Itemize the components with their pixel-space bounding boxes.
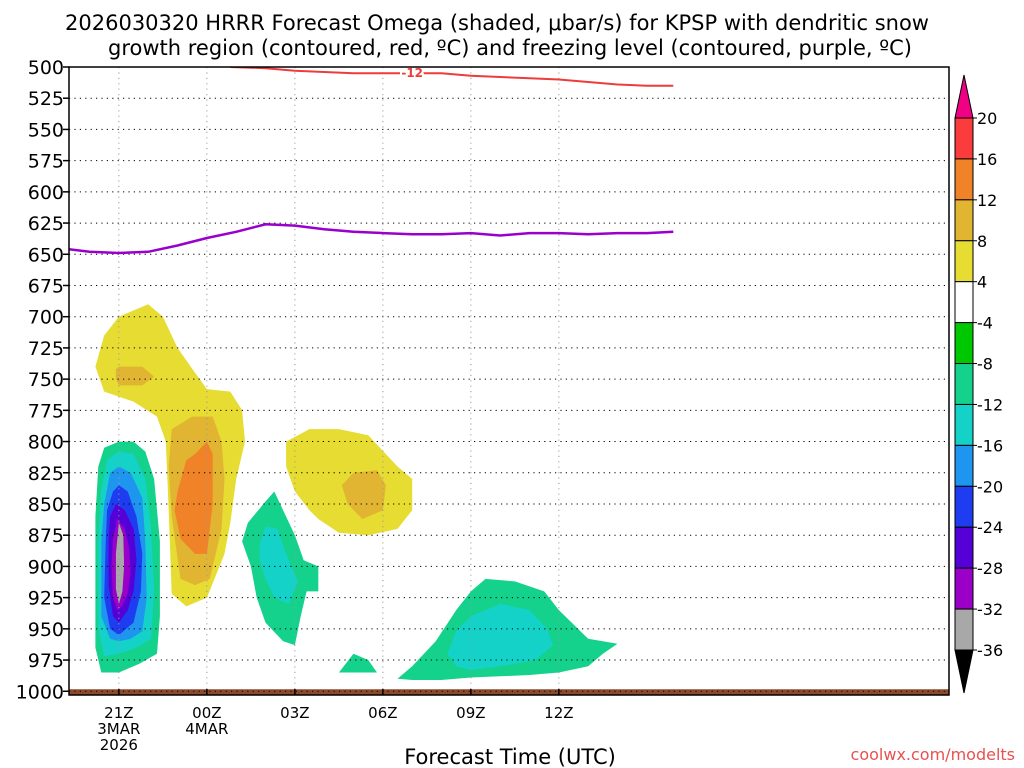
omega-region-green-bottom-small xyxy=(338,653,377,673)
y-tick-label-800: 800 xyxy=(28,432,64,454)
colorbar-box-10 xyxy=(954,526,974,569)
colorbar-label--20: -20 xyxy=(977,477,1003,496)
y-tick-label-675: 675 xyxy=(28,275,64,297)
omega-region-orange-left-small xyxy=(115,366,155,386)
colorbar-label--24: -24 xyxy=(977,518,1003,537)
omega-region-teal-middle xyxy=(259,526,298,604)
x-axis-label: Forecast Time (UTC) xyxy=(404,745,616,768)
y-tick-label-900: 900 xyxy=(28,556,64,578)
plot-frame xyxy=(68,66,950,696)
y-tick-label-500: 500 xyxy=(28,57,64,79)
y-tick-label-625: 625 xyxy=(28,213,64,235)
colorbar-label--32: -32 xyxy=(977,600,1003,619)
x-tick-label-0-2: 2026 xyxy=(100,736,138,754)
contour-lines xyxy=(69,67,674,255)
y-tick-label-750: 750 xyxy=(28,369,64,391)
colorbar-box-1 xyxy=(954,158,974,201)
colorbar-label-16: 16 xyxy=(977,150,997,169)
colorbar-label--12: -12 xyxy=(977,395,1003,414)
x-tick-label-3-1: 4MAR xyxy=(185,720,228,738)
colorbar: 20 16 12 8 4 -4 -8 -12 -16 -20 -24 -28 -32 -36 xyxy=(954,74,1003,694)
chart-title-line1: 2026030320 HRRR Forecast Omega (shaded, … xyxy=(65,11,929,35)
colorbar-box-8 xyxy=(954,444,974,487)
dgz-contour-line xyxy=(230,67,674,87)
x-tick-label-0-0: 21Z xyxy=(104,704,133,722)
y-tick-label-950: 950 xyxy=(28,619,64,641)
y-axis-ticks: 500 525 550 575 600 625 650 675 700 725 750 775 800 8… xyxy=(16,57,69,703)
colorbar-label--8: -8 xyxy=(977,355,993,374)
colorbar-box-6 xyxy=(954,363,974,405)
chart-title-line2: growth region (contoured, red, ºC) and f… xyxy=(108,36,912,60)
colorbar-label--16: -16 xyxy=(977,436,1003,455)
y-tick-label-575: 575 xyxy=(28,151,64,173)
y-tick-label-925: 925 xyxy=(28,588,64,610)
x-tick-label-6-0: 03Z xyxy=(280,704,309,722)
omega-region-red-left xyxy=(174,441,213,554)
colorbar-label-4: 4 xyxy=(977,273,987,292)
omega-region-teal-bottom-right xyxy=(447,603,553,670)
omega-region-yellow-main xyxy=(77,67,674,636)
omega-region-gray-left xyxy=(115,522,125,604)
omega-shading xyxy=(77,67,674,680)
colorbar-bottom-arrow xyxy=(954,649,974,694)
colorbar-box-5 xyxy=(954,322,974,365)
colorbar-box-3 xyxy=(954,240,974,283)
colorbar-label-12: 12 xyxy=(977,191,997,210)
y-tick-label-1000: 1000 xyxy=(16,681,64,703)
y-tick-label-850: 850 xyxy=(28,494,64,516)
colorbar-box-11 xyxy=(954,567,974,610)
y-tick-label-525: 525 xyxy=(28,88,64,110)
y-tick-label-775: 775 xyxy=(28,400,64,422)
watermark: coolwx.com/modelts xyxy=(851,745,1015,764)
ground-layer xyxy=(69,689,949,695)
colorbar-box-2 xyxy=(954,199,974,242)
x-tick-label-0-1: 3MAR xyxy=(97,720,140,738)
x-tick-label-12-0: 09Z xyxy=(456,704,485,722)
y-tick-label-875: 875 xyxy=(28,525,64,547)
colorbar-box-4 xyxy=(954,281,974,324)
dgz-contour-label: -12 xyxy=(401,66,423,80)
colorbar-label--28: -28 xyxy=(977,559,1003,578)
y-tick-label-600: 600 xyxy=(28,182,64,204)
x-tick-label-15-0: 12Z xyxy=(544,704,573,722)
y-tick-label-550: 550 xyxy=(28,119,64,141)
omega-region-orange-middle xyxy=(341,470,386,519)
colorbar-box-9 xyxy=(954,485,974,528)
colorbar-box-12 xyxy=(954,608,974,651)
ground-strip xyxy=(69,689,949,695)
colorbar-label--4: -4 xyxy=(977,314,993,333)
freezing-level-line xyxy=(69,223,674,255)
omega-region-yellow-upper-right xyxy=(412,67,674,355)
y-tick-label-650: 650 xyxy=(28,244,64,266)
colorbar-label--36: -36 xyxy=(977,641,1003,660)
x-tick-label-3-0: 00Z xyxy=(192,704,221,722)
colorbar-box-7 xyxy=(954,403,974,446)
colorbar-top-arrow xyxy=(954,74,974,119)
colorbar-label-8: 8 xyxy=(977,232,987,251)
y-tick-label-725: 725 xyxy=(28,338,64,360)
colorbar-box-0 xyxy=(954,117,974,160)
x-tick-label-9-0: 06Z xyxy=(368,704,397,722)
colorbar-label-20: 20 xyxy=(977,109,997,128)
y-tick-label-700: 700 xyxy=(28,307,64,329)
y-tick-label-975: 975 xyxy=(28,650,64,672)
y-tick-label-825: 825 xyxy=(28,463,64,485)
